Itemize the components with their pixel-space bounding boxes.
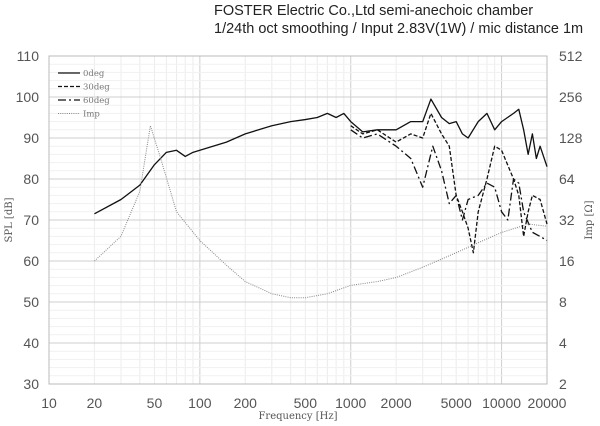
y2-tick-label: 8 — [559, 294, 567, 310]
x-tick-label: 10 — [41, 395, 57, 411]
x-axis-label: Frequency [Hz] — [258, 411, 337, 422]
chart-title-line2: 1/24th oct smoothing / Input 2.83V(1W) /… — [214, 21, 584, 37]
y2-axis-label: Imp [Ω] — [584, 200, 595, 239]
y2-tick-label: 16 — [559, 253, 575, 269]
y2-tick-label: 128 — [559, 130, 583, 146]
plot-frame — [48, 55, 548, 385]
y-tick-label: 60 — [23, 253, 39, 269]
y-tick-label: 40 — [23, 335, 39, 351]
x-tick-label: 10000 — [482, 395, 521, 411]
y-tick-label: 30 — [23, 376, 39, 392]
x-tick-label: 200 — [234, 395, 258, 411]
y2-tick-label: 4 — [559, 335, 567, 351]
series-line-0deg — [94, 98, 548, 215]
y-tick-label: 50 — [23, 294, 39, 310]
x-tick-label: 5000 — [441, 395, 472, 411]
x-tick-label: 1000 — [335, 395, 366, 411]
y-tick-label: 100 — [16, 89, 40, 105]
x-tick-label: 20000 — [528, 395, 567, 411]
y-axis-label: SPL [dB] — [4, 197, 15, 242]
y2-tick-label: 64 — [559, 171, 575, 187]
y2-tick-label: 2 — [559, 376, 567, 392]
y2-tick-label: 512 — [559, 48, 583, 64]
y-tick-label: 90 — [23, 130, 39, 146]
x-tick-label: 100 — [188, 395, 212, 411]
x-tick-label: 50 — [147, 395, 163, 411]
legend-label-0deg: 0deg — [83, 69, 105, 79]
legend-label-60deg: 60deg — [83, 96, 110, 106]
y-tick-label: 110 — [17, 48, 40, 64]
x-tick-label: 2000 — [381, 395, 412, 411]
x-tick-label: 500 — [294, 395, 318, 411]
x-tick-label: 20 — [87, 395, 103, 411]
series-line-60deg — [350, 129, 548, 242]
y2-tick-label: 256 — [559, 89, 583, 105]
legend-label-Imp: Imp — [83, 110, 100, 120]
y2-tick-label: 32 — [559, 212, 575, 228]
chart-title-line1: FOSTER Electric Co.,Ltd semi-anechoic ch… — [214, 3, 534, 19]
y-tick-label: 80 — [23, 171, 39, 187]
y-tick-label: 70 — [23, 212, 39, 228]
legend-label-30deg: 30deg — [83, 83, 110, 93]
series-line-30deg — [350, 112, 548, 254]
